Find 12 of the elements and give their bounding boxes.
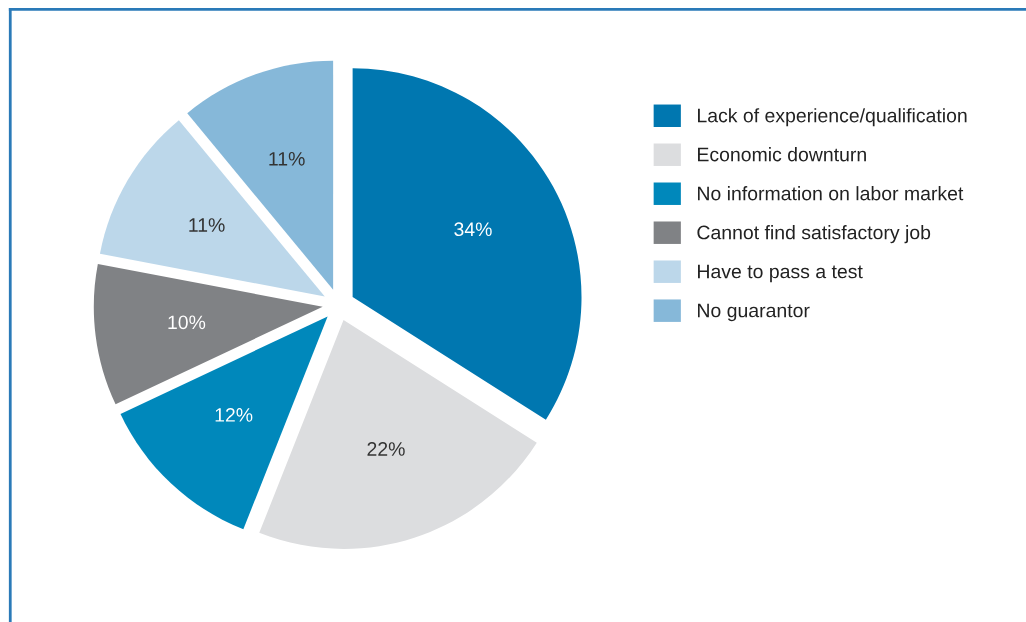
data-label: 11%	[189, 218, 225, 232]
legend-label: Cannot find satisfactory job	[697, 225, 931, 244]
legend-label: Have to pass a test	[698, 264, 863, 283]
data-label: 22%	[367, 442, 405, 456]
legend-label: No guarantor	[698, 303, 810, 322]
data-label: 10%	[168, 315, 206, 330]
legend-label: Economic downturn	[698, 147, 866, 162]
data-label: 12%	[215, 408, 253, 422]
data-label: 34%	[454, 222, 492, 237]
data-label: 11%	[269, 152, 305, 166]
legend-label: No information on labor market	[698, 186, 964, 201]
legend-label: Lack of experience/qualification	[698, 108, 967, 127]
